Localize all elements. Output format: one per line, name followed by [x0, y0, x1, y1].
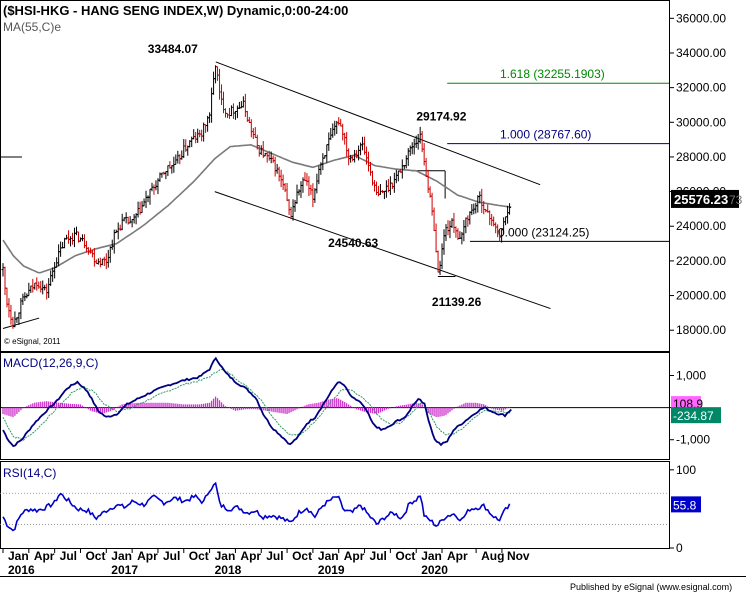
- x-month-label: Jan: [421, 549, 442, 563]
- price-ytick-label: 34000.00: [676, 46, 726, 60]
- price-ytick-label: 30000.00: [676, 115, 726, 129]
- x-month-label: Oct: [85, 549, 105, 563]
- rsi-panel-frame: [0, 461, 670, 549]
- rsi-ytick-label: 0: [676, 541, 683, 555]
- peak-annotation: 29174.92: [416, 110, 466, 124]
- fib-level-label: 1.618 (32255.1903): [500, 67, 605, 81]
- x-year-label: 2017: [111, 563, 138, 577]
- macd-line: [2, 356, 512, 448]
- fib-level-label: 1.000 (28767.60): [500, 128, 591, 142]
- x-year-label: 2019: [318, 563, 345, 577]
- x-month-label: Oct: [189, 549, 209, 563]
- last-price-value: 25576.23: [674, 192, 728, 207]
- x-month-label: Jul: [266, 549, 283, 563]
- peak-annotation: 33484.07: [148, 42, 198, 56]
- price-ytick-label: 18000.00: [676, 323, 726, 337]
- x-month-label: Apr: [34, 549, 55, 563]
- x-month-label: Apr: [137, 549, 158, 563]
- rsi-ytick-label: 100: [676, 463, 696, 477]
- x-month-label: Jul: [60, 549, 77, 563]
- price-ytick-label: 32000.00: [676, 81, 726, 95]
- x-month-label: Apr: [240, 549, 261, 563]
- price-ytick-label: 20000.00: [676, 289, 726, 303]
- macd-ytick-label: -1,000: [676, 433, 710, 447]
- x-year-label: 2020: [421, 563, 448, 577]
- x-month-label: Jan: [8, 549, 29, 563]
- rsi-value: 55.8: [673, 498, 697, 512]
- x-year-label: 2018: [215, 563, 242, 577]
- price-ytick-label: 28000.00: [676, 150, 726, 164]
- rsi-line: [2, 481, 511, 532]
- ma-legend: MA(55,C)e: [3, 20, 61, 34]
- x-month-label: Aug: [481, 549, 504, 563]
- x-month-label: Nov: [507, 549, 530, 563]
- rsi-value-box: [671, 496, 701, 513]
- x-month-label: Oct: [292, 549, 312, 563]
- peak-annotation: 21139.26: [432, 295, 482, 309]
- peak-annotation: 24540.63: [328, 236, 378, 250]
- x-month-label: Jul: [163, 549, 180, 563]
- x-month-label: Jan: [318, 549, 339, 563]
- x-month-label: Jan: [215, 549, 236, 563]
- macd-value: -234.87: [673, 409, 714, 423]
- last-price-box: [671, 189, 739, 208]
- macd-value-box: [671, 407, 721, 424]
- macd-panel-frame: [0, 352, 670, 460]
- trendline: [215, 61, 541, 186]
- x-month-label: Jan: [111, 549, 132, 563]
- price-ytick-label: 24000.00: [676, 219, 726, 233]
- trendline: [2, 317, 40, 329]
- price-ytick-label: 36000.00: [676, 11, 726, 25]
- macd-panel-title: MACD(12,26,9,C): [3, 356, 98, 370]
- rsi-panel-title: RSI(14,C): [3, 466, 56, 480]
- copyright-note: © eSignal, 2011: [4, 337, 61, 346]
- x-month-label: Oct: [395, 549, 415, 563]
- price-ytick-label: 22000.00: [676, 254, 726, 268]
- trendline: [214, 191, 551, 310]
- x-month-label: Jul: [370, 549, 387, 563]
- macd-ytick-label: 1,000: [676, 368, 706, 382]
- chart-title: ($HSI-HKG - HANG SENG INDEX,W) Dynamic,0…: [3, 3, 348, 18]
- x-month-label: Apr: [344, 549, 365, 563]
- fib-level-label: 0.000 (23124.25): [498, 225, 589, 239]
- last-price-ghost: 73: [729, 193, 743, 207]
- x-year-label: 2016: [8, 563, 35, 577]
- published-footer: Published by eSignal (www.esignal.com): [570, 582, 732, 592]
- x-month-label: Apr: [447, 549, 468, 563]
- price-panel-frame: [0, 0, 670, 352]
- macd-hist-box: [671, 396, 701, 411]
